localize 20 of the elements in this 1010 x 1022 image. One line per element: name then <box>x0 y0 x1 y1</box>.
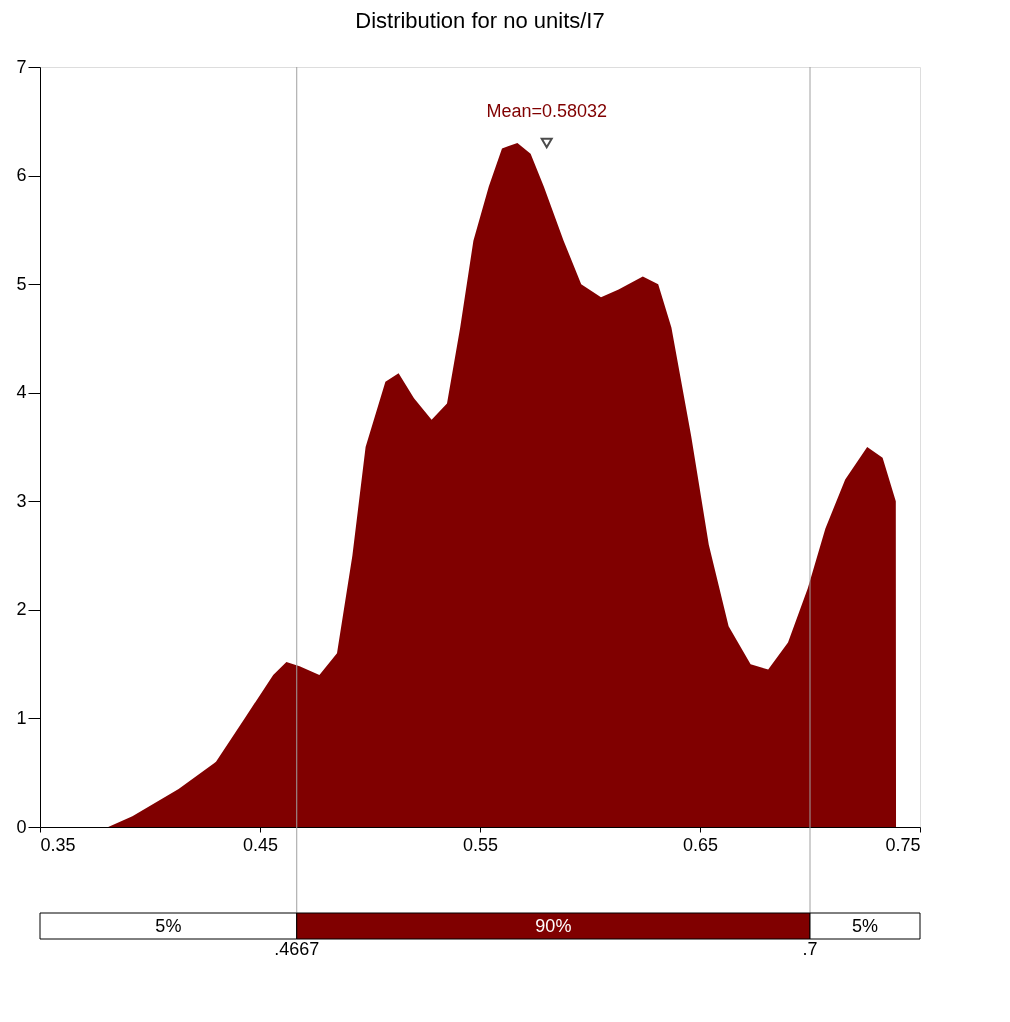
text: 90% <box>535 916 572 936</box>
ref-line-label: .7 <box>802 939 818 959</box>
y-tick-label: 7 <box>16 56 27 77</box>
text: 5% <box>155 916 182 936</box>
y-tick-label: 2 <box>16 599 27 620</box>
x-tick-label: 0.75 <box>885 834 921 855</box>
y-tick-label: 3 <box>16 490 27 511</box>
ref-line-label: .4667 <box>274 939 320 959</box>
x-tick-label: 0.65 <box>682 834 719 855</box>
y-tick-label: 6 <box>16 165 27 186</box>
y-tick-label: 1 <box>16 707 27 728</box>
annotation: Mean=0.58032 <box>486 101 608 121</box>
chart-title: Distribution for no units/I7 <box>355 8 605 33</box>
x-tick-label: 0.35 <box>40 834 76 855</box>
text: 5% <box>851 916 879 936</box>
y-tick-label: 4 <box>16 382 27 403</box>
x-tick-label: 0.45 <box>242 834 279 855</box>
y-tick-label: 0 <box>16 816 27 837</box>
x-tick-label: 0.55 <box>462 834 499 855</box>
y-tick-label: 5 <box>16 273 27 294</box>
